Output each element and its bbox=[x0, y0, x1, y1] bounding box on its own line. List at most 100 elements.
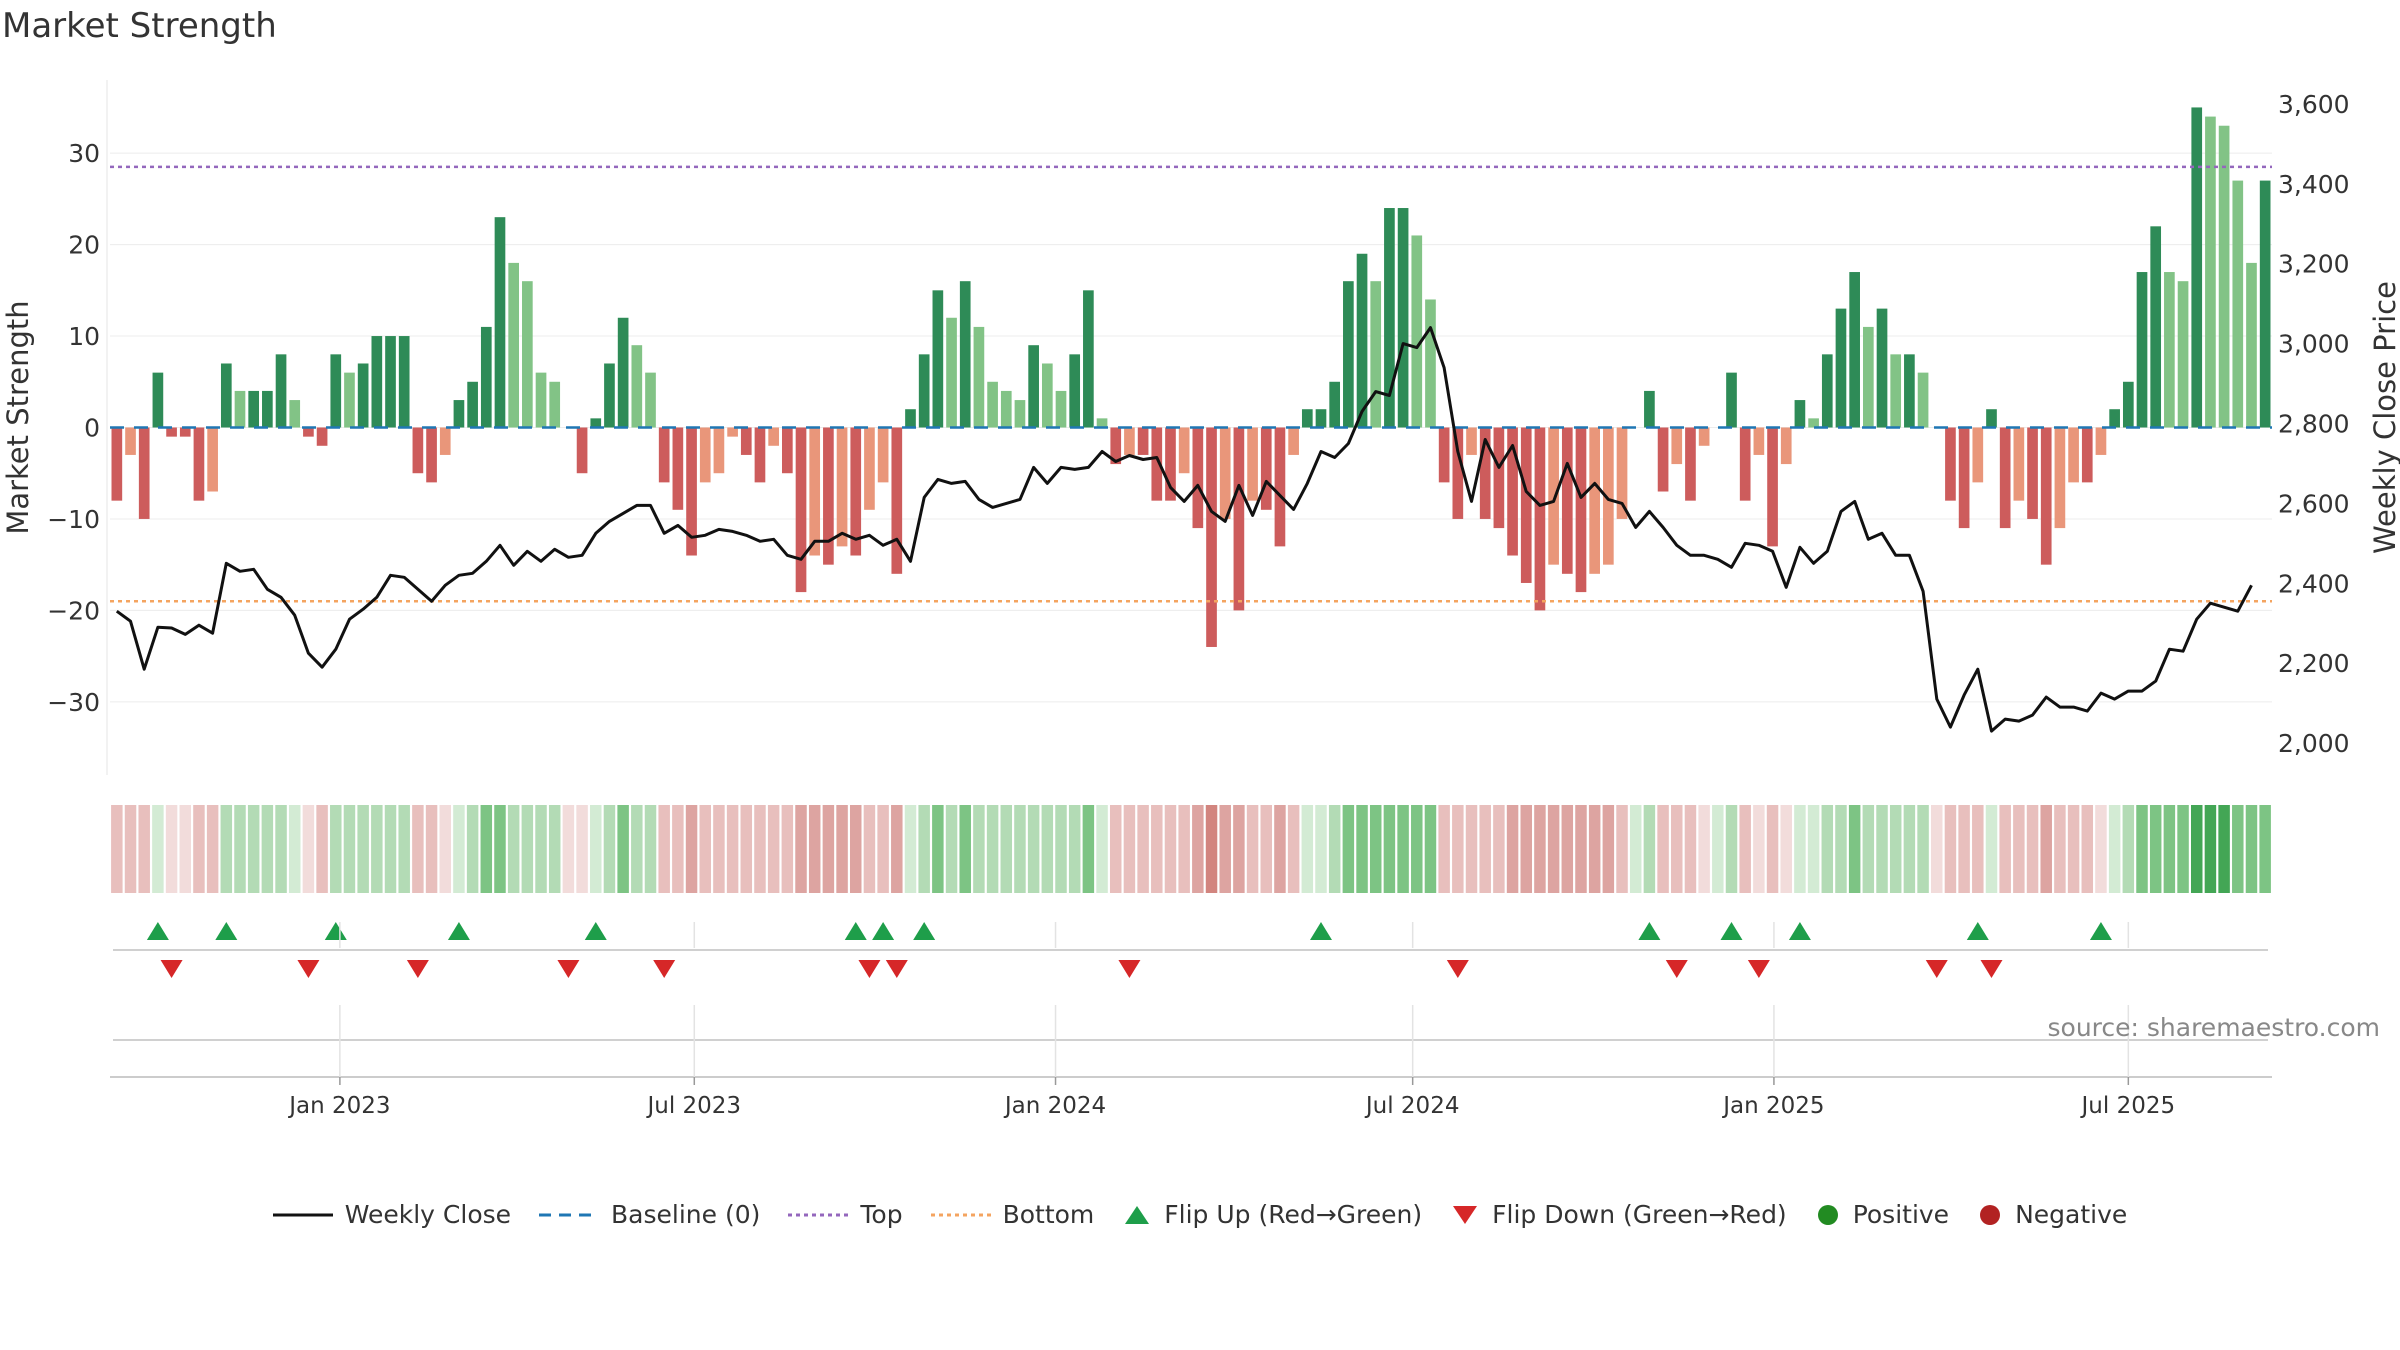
strip-cell bbox=[1342, 805, 1355, 893]
strip-cell bbox=[1356, 805, 1368, 893]
strip-cell bbox=[1383, 805, 1396, 893]
strip-cell bbox=[2190, 805, 2203, 893]
strip-cell bbox=[1301, 805, 1314, 893]
strength-bar bbox=[1835, 308, 1847, 428]
flip-markers bbox=[113, 922, 2268, 1041]
strength-bar bbox=[439, 427, 451, 455]
strength-bar bbox=[1780, 427, 1792, 465]
strength-bar bbox=[1890, 354, 1902, 428]
strip-cell bbox=[1862, 805, 1875, 893]
strength-bar bbox=[1274, 427, 1286, 547]
strip-cell bbox=[2232, 805, 2244, 893]
strength-bar bbox=[768, 427, 779, 446]
flip-down-marker bbox=[1980, 960, 2003, 978]
strip-cell bbox=[412, 805, 424, 893]
strength-bars bbox=[111, 107, 2271, 647]
strength-bar bbox=[207, 427, 218, 492]
y-tick-label-right: 2,600 bbox=[2278, 489, 2350, 518]
strength-bar bbox=[631, 345, 643, 428]
legend-line-icon bbox=[272, 1213, 333, 1216]
legend-flip-down[interactable]: Flip Down (Green→Red) bbox=[1450, 1200, 1787, 1229]
reference-lines bbox=[110, 165, 2272, 603]
legend-weekly-close[interactable]: Weekly Close bbox=[272, 1200, 511, 1229]
flip-down-marker bbox=[297, 960, 320, 978]
strip-cell bbox=[1725, 805, 1738, 893]
strength-bar bbox=[1370, 281, 1382, 428]
strip-cell bbox=[1411, 805, 1423, 893]
x-tick-label: Jul 2023 bbox=[645, 1093, 741, 1119]
strength-bar bbox=[1589, 427, 1601, 574]
strength-bar bbox=[1233, 427, 1245, 611]
strength-bar bbox=[1849, 272, 1860, 428]
strip-cell bbox=[316, 805, 328, 893]
strength-bar bbox=[248, 390, 260, 428]
legend-top[interactable]: Top bbox=[788, 1200, 903, 1229]
strength-bar bbox=[946, 317, 957, 428]
strength-bar bbox=[823, 427, 834, 565]
strip-cell bbox=[1041, 805, 1054, 893]
strip-cell bbox=[507, 805, 520, 893]
strip-cell bbox=[1178, 805, 1190, 893]
strength-bar bbox=[2122, 381, 2134, 428]
legend-negative[interactable]: Negative bbox=[1977, 1200, 2127, 1229]
legend-bottom[interactable]: Bottom bbox=[930, 1200, 1094, 1229]
legend-positive[interactable]: Positive bbox=[1815, 1200, 1949, 1229]
legend-baseline[interactable]: Baseline (0) bbox=[539, 1200, 760, 1229]
strip-cell bbox=[1807, 805, 1820, 893]
strength-bar bbox=[1000, 390, 1012, 428]
strip-cell bbox=[179, 805, 192, 893]
strength-bar bbox=[1794, 400, 1806, 428]
strip-cell bbox=[1315, 805, 1327, 893]
strength-bar bbox=[781, 427, 793, 474]
strength-bar bbox=[535, 372, 547, 428]
strip-cell bbox=[2149, 805, 2162, 893]
strength-bar bbox=[1986, 409, 1997, 428]
flip-down-marker bbox=[1747, 960, 1770, 978]
flip-down-marker bbox=[557, 960, 580, 978]
strength-bar bbox=[480, 326, 492, 428]
flip-up-marker bbox=[2089, 922, 2112, 940]
strength-bar bbox=[1055, 390, 1067, 428]
strip-cell bbox=[1780, 805, 1792, 893]
legend: Weekly Close Baseline (0) Top Bottom Fli… bbox=[0, 1200, 2400, 1229]
strength-bar bbox=[2150, 226, 2162, 428]
strength-bar bbox=[220, 363, 232, 428]
strip-cell bbox=[261, 805, 274, 893]
strength-bar bbox=[1165, 427, 1176, 501]
legend-label: Top bbox=[860, 1200, 903, 1229]
strip-cell bbox=[1588, 805, 1601, 893]
strength-bar bbox=[905, 409, 916, 428]
strip-cell bbox=[1561, 805, 1574, 893]
strip-cell bbox=[781, 805, 794, 893]
strip-cell bbox=[1397, 805, 1409, 893]
strip-cell bbox=[439, 805, 451, 893]
right-axis: 3,600 3,400 3,200 3,000 2,800 2,600 2,400 2,200… bbox=[2278, 90, 2400, 758]
strength-bar bbox=[1425, 299, 1436, 428]
strength-bar bbox=[2177, 281, 2189, 428]
strip-cell bbox=[302, 805, 315, 893]
strength-bar bbox=[398, 336, 410, 428]
strength-bar bbox=[1343, 281, 1354, 428]
strength-bar bbox=[1548, 427, 1559, 565]
strip-cell bbox=[904, 805, 917, 893]
strip-cell bbox=[1999, 805, 2011, 893]
strip-cell bbox=[2204, 805, 2217, 893]
strip-cell bbox=[1903, 805, 1916, 893]
y-tick-label-right: 3,000 bbox=[2278, 330, 2350, 359]
strength-bar bbox=[1507, 427, 1518, 556]
strip-cell bbox=[1753, 805, 1765, 893]
strip-cell bbox=[1479, 805, 1491, 893]
strip-cell bbox=[644, 805, 657, 893]
strength-bar bbox=[1452, 427, 1464, 519]
strip-cell bbox=[877, 805, 889, 893]
strength-bar bbox=[727, 427, 738, 437]
y-tick-label-left: −10 bbox=[47, 505, 100, 534]
legend-flip-up[interactable]: Flip Up (Red→Green) bbox=[1122, 1200, 1422, 1229]
legend-dotted-icon bbox=[788, 1213, 849, 1216]
strength-bar bbox=[1685, 427, 1696, 501]
y-tick-label-right: 3,600 bbox=[2278, 90, 2350, 119]
strength-bar bbox=[1178, 427, 1190, 474]
strength-bar bbox=[1192, 427, 1204, 529]
strength-bar bbox=[740, 427, 752, 455]
strength-bar bbox=[1876, 308, 1888, 428]
